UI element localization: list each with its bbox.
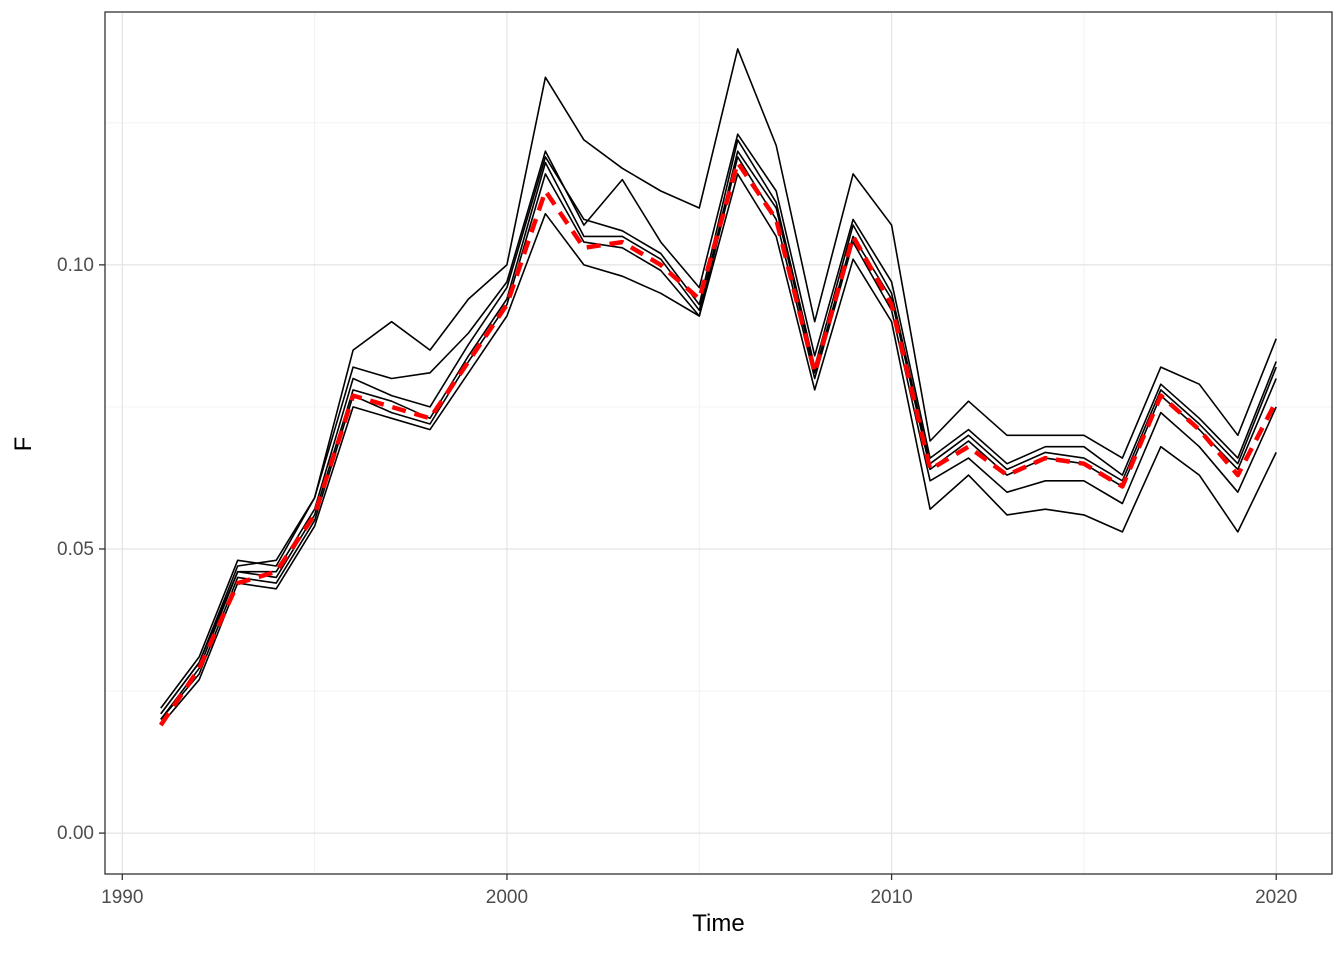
series-line-run-3 (160, 139, 1277, 715)
y-tick-label: 0.10 (57, 255, 94, 276)
x-tick-label: 1990 (101, 887, 143, 908)
plot-panel (105, 12, 1332, 874)
x-tick-label: 2010 (870, 887, 912, 908)
x-tick-label: 2020 (1255, 887, 1297, 908)
series-line-run-1 (160, 48, 1277, 709)
y-tick-label: 0.05 (57, 539, 94, 560)
x-tick-label: 2000 (486, 887, 528, 908)
x-axis-title: Time (692, 910, 745, 937)
panel-border (104, 11, 1333, 875)
series-line-run-6 (160, 173, 1277, 726)
series-line-reference (158, 160, 1279, 727)
y-tick-label: 0.00 (57, 823, 94, 844)
y-axis-title: F (10, 436, 37, 452)
series-line-run-2 (160, 133, 1277, 715)
